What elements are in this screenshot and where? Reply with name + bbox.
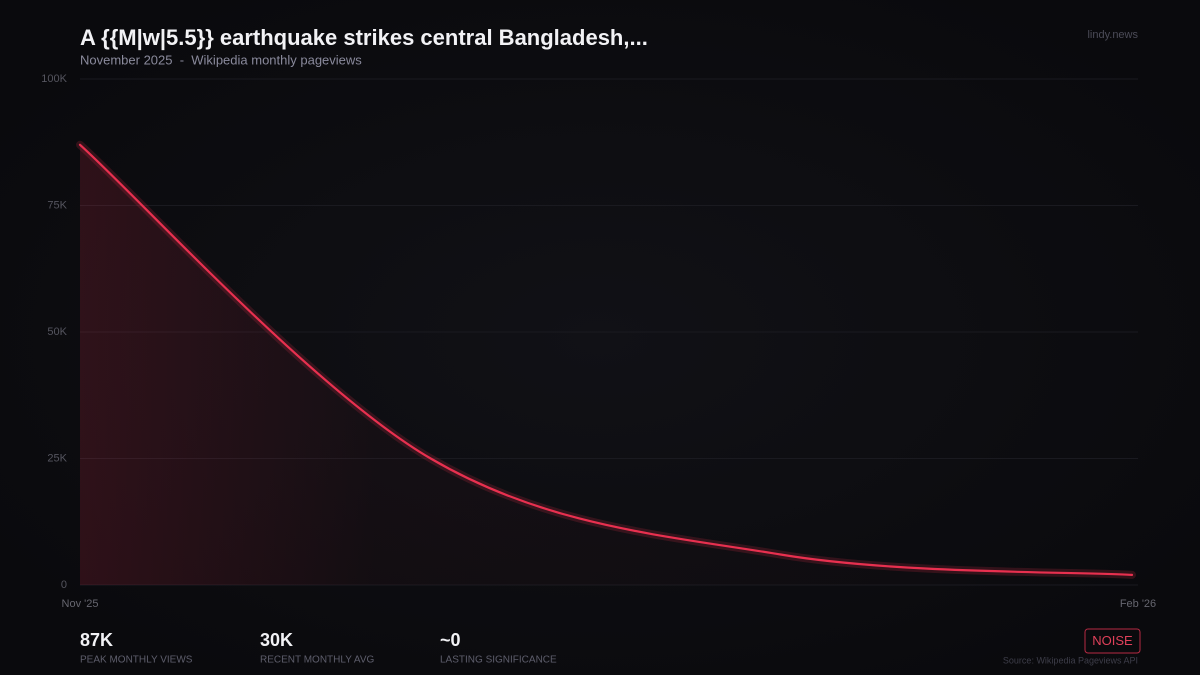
chart-subtitle: November 2025 - Wikipedia monthly pagevi…: [80, 52, 362, 67]
area: [80, 144, 1132, 585]
y-tick-label: 0: [61, 579, 67, 591]
y-tick-label: 50K: [47, 326, 67, 338]
stat-label: LASTING SIGNIFICANCE: [440, 655, 557, 666]
source: Source: Wikipedia Pageviews API: [1003, 655, 1138, 665]
badge-frame: [1084, 628, 1141, 654]
y-tick-label: 75K: [47, 199, 67, 211]
stat-value: 87K: [80, 630, 113, 650]
y-tick-label: 100K: [41, 73, 67, 85]
line: [78, 143, 1134, 576]
brand: lindy.news: [1087, 29, 1138, 41]
y-tick-label: 25K: [47, 452, 67, 464]
badge: NOISE: [1092, 633, 1133, 648]
stat-value: ~0: [440, 630, 461, 650]
stat-value: 30K: [260, 630, 293, 650]
stat-label: PEAK MONTHLY VIEWS: [80, 655, 193, 666]
chart-title: A {{M|w|5.5}} earthquake strikes central…: [80, 25, 648, 50]
stat-label: RECENT MONTHLY AVG: [260, 655, 375, 666]
x-tick-label: Feb '26: [1120, 598, 1156, 610]
x-tick-label: Nov '25: [62, 598, 99, 610]
